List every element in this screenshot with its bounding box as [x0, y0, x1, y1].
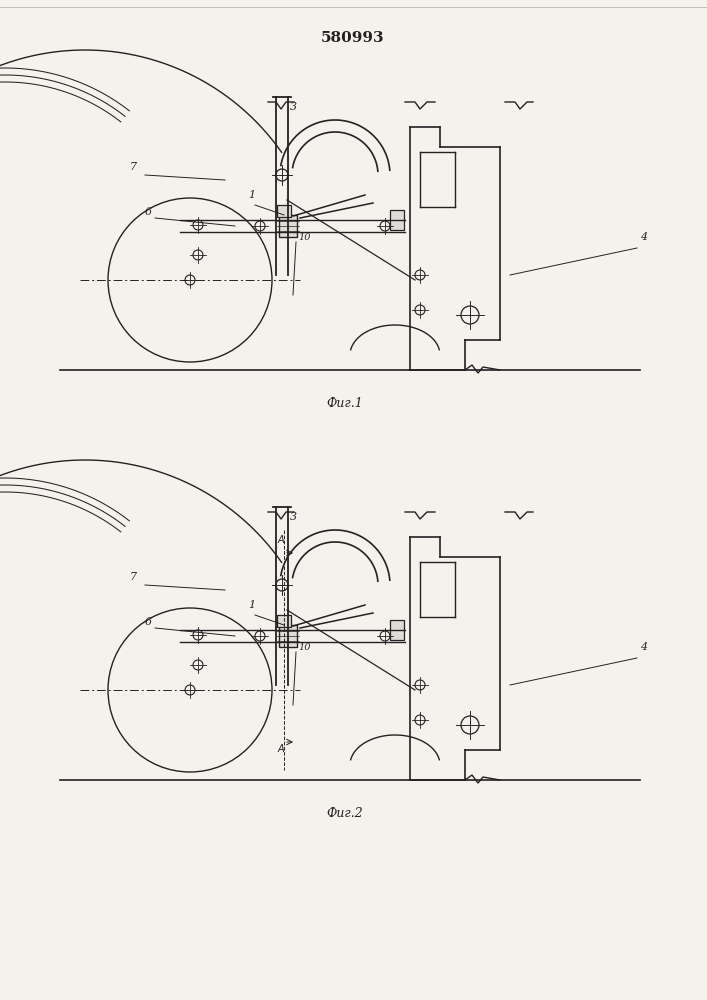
Bar: [279, 625, 297, 647]
Text: 4: 4: [640, 232, 647, 242]
Text: Фиг.1: Фиг.1: [327, 397, 363, 410]
Text: Фиг.2: Фиг.2: [327, 807, 363, 820]
Text: 10: 10: [298, 643, 310, 652]
Text: 7: 7: [130, 572, 137, 582]
Text: 3: 3: [290, 102, 297, 112]
Text: 3: 3: [290, 512, 297, 522]
Bar: [279, 215, 297, 237]
Text: 6: 6: [145, 207, 152, 217]
Text: A: A: [278, 535, 285, 545]
Text: 7: 7: [130, 162, 137, 172]
Text: 4: 4: [640, 642, 647, 652]
Bar: [277, 615, 291, 627]
Bar: [390, 620, 404, 640]
Text: 10: 10: [298, 233, 310, 242]
Text: 6: 6: [145, 617, 152, 627]
Bar: [277, 205, 291, 217]
Text: 580993: 580993: [321, 31, 385, 45]
Bar: [390, 210, 404, 230]
Text: A: A: [278, 744, 285, 754]
Text: 1: 1: [248, 600, 255, 610]
Text: 1: 1: [248, 190, 255, 200]
